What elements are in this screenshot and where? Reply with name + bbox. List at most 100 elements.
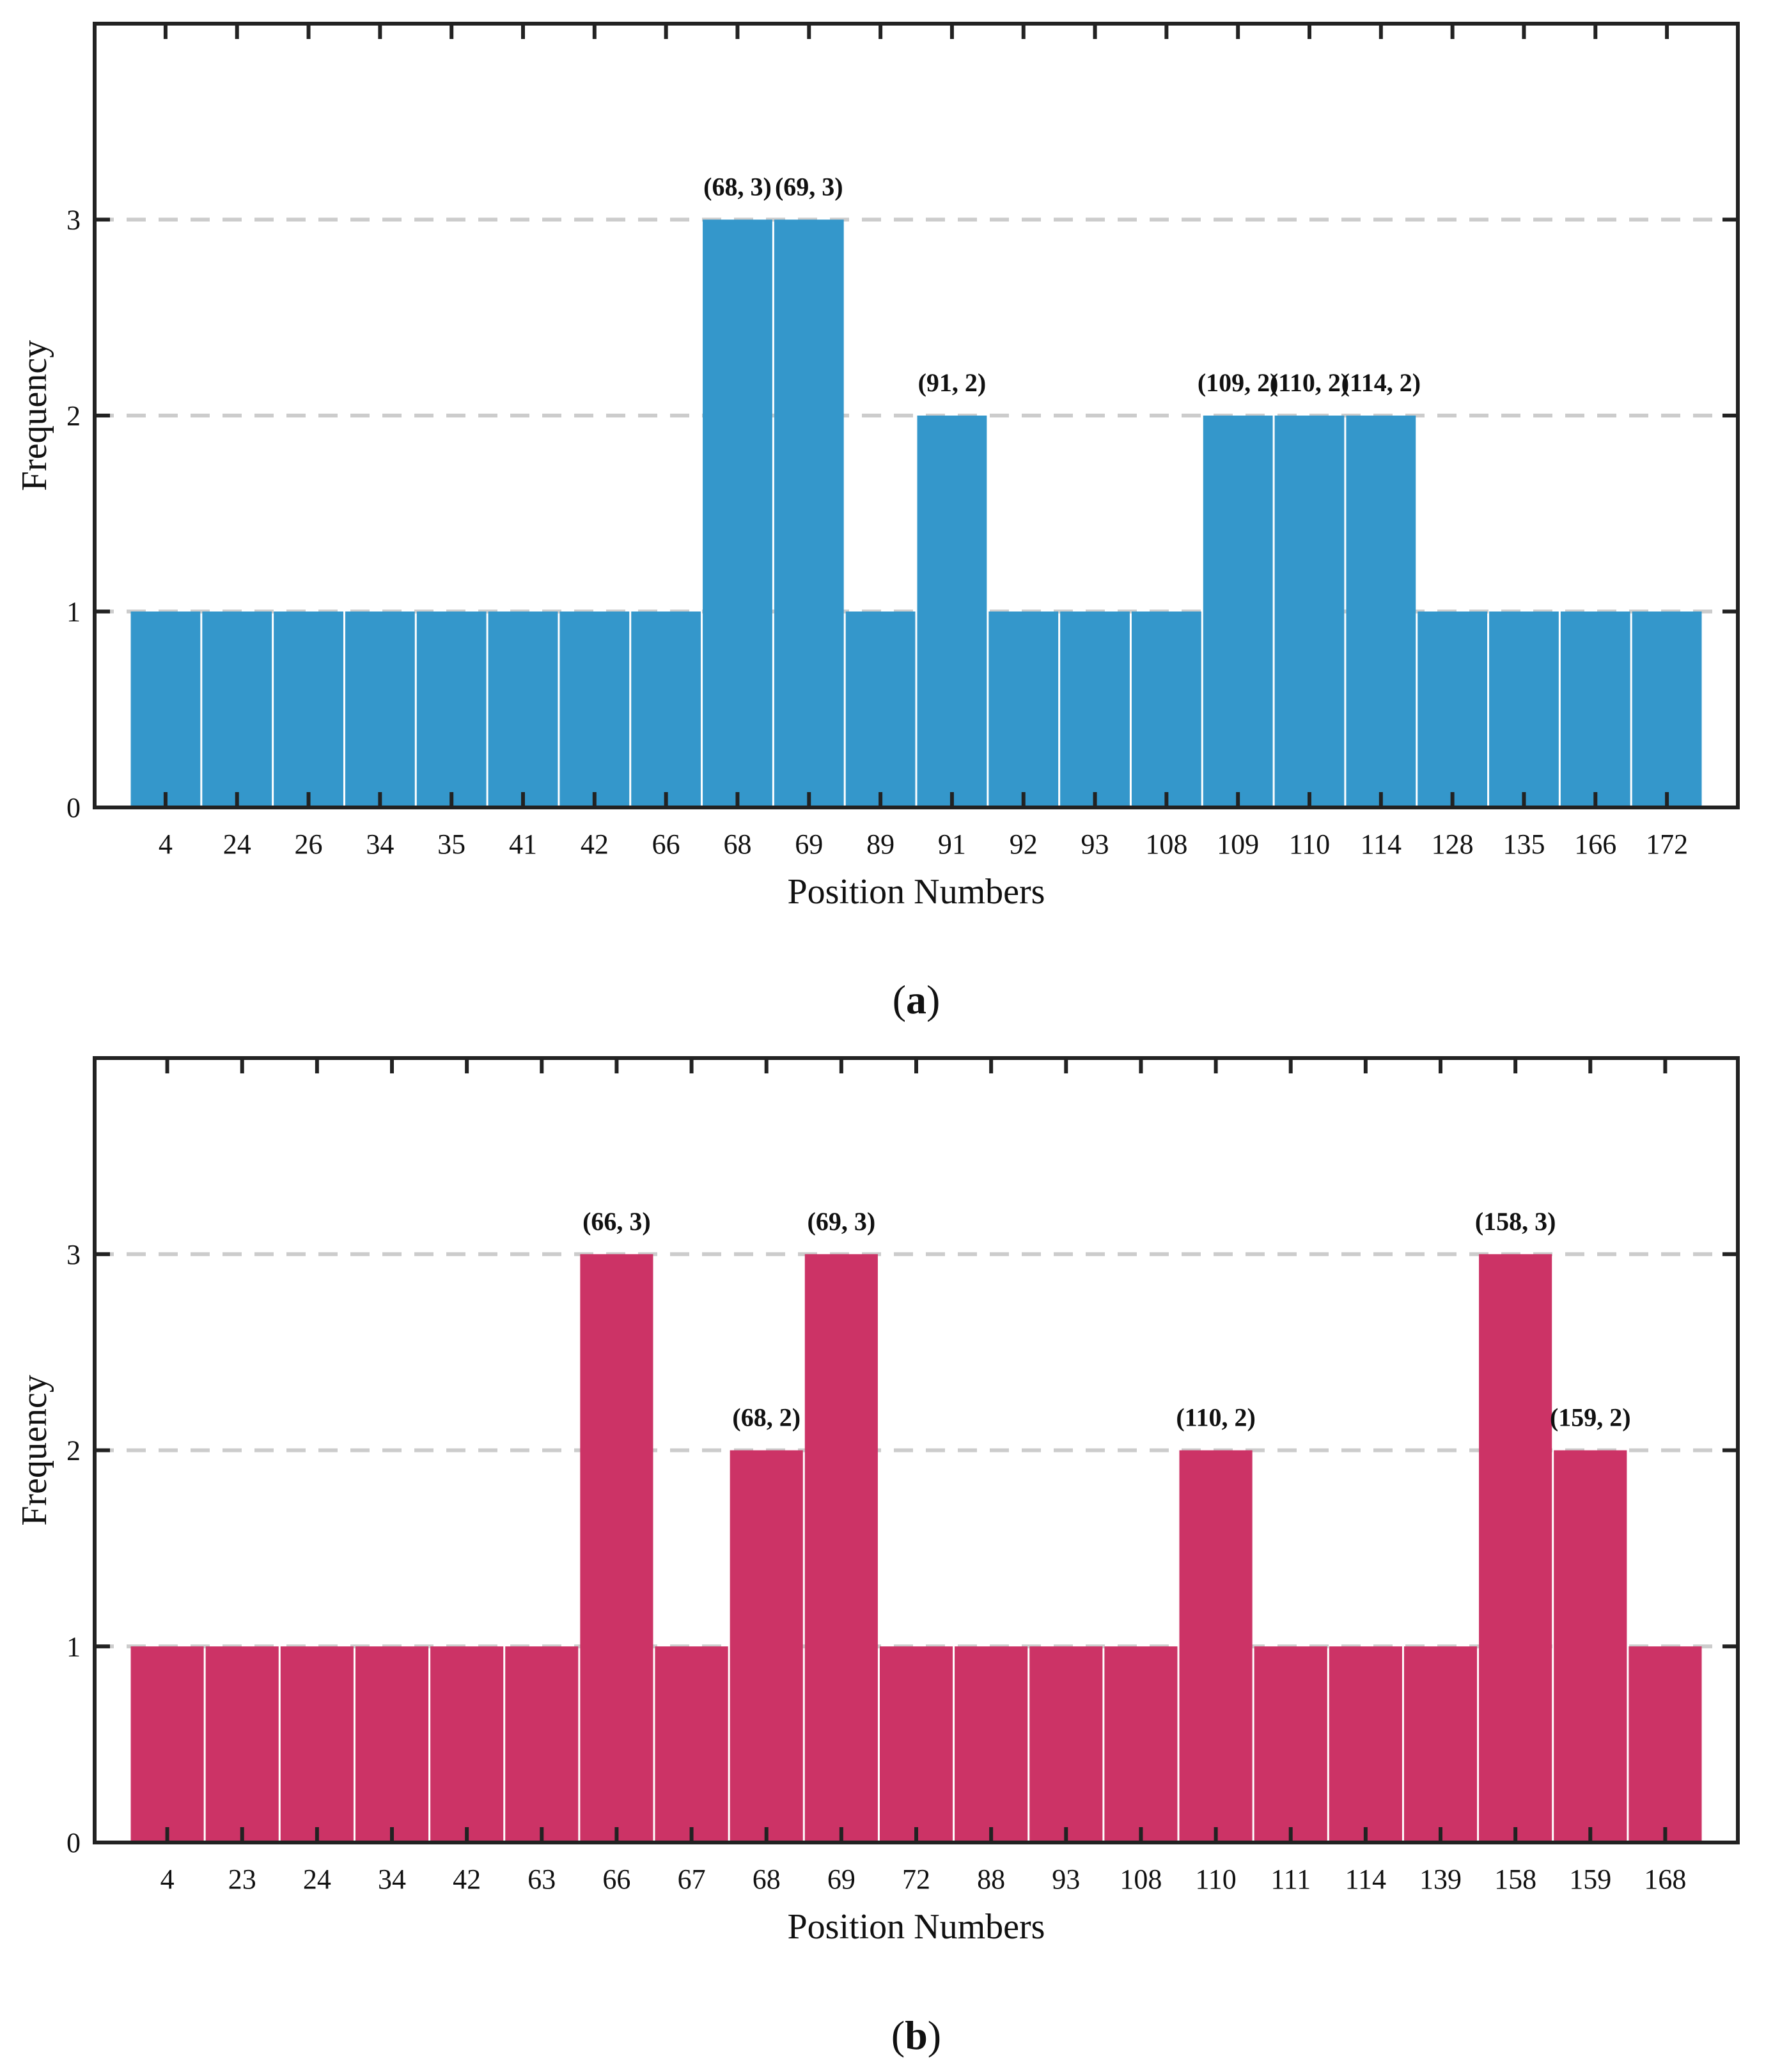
y-tick-label: 3 xyxy=(66,205,81,236)
bar xyxy=(1104,1646,1178,1842)
bar xyxy=(1131,611,1201,807)
x-axis-label: Position Numbers xyxy=(788,1907,1045,1947)
x-tick-label: 69 xyxy=(827,1864,855,1895)
x-tick-label: 159 xyxy=(1569,1864,1611,1895)
x-tick-label: 89 xyxy=(866,829,894,860)
x-tick-label: 108 xyxy=(1120,1864,1162,1895)
data-label: (110, 2) xyxy=(1270,368,1349,397)
y-tick-label: 2 xyxy=(66,1435,81,1467)
bar xyxy=(130,611,201,807)
x-tick-label: 168 xyxy=(1644,1864,1686,1895)
x-tick-label: 110 xyxy=(1195,1864,1236,1895)
bar xyxy=(1329,1646,1402,1842)
bar xyxy=(202,611,272,807)
x-tick-label: 93 xyxy=(1081,829,1109,860)
x-tick-label: 63 xyxy=(527,1864,556,1895)
bar xyxy=(703,219,772,807)
x-tick-label: 23 xyxy=(228,1864,256,1895)
caption-letter: b xyxy=(905,2013,928,2058)
data-label: (114, 2) xyxy=(1341,368,1421,397)
bar xyxy=(1346,416,1416,807)
bar xyxy=(1203,416,1273,807)
bar xyxy=(955,1646,1028,1842)
x-tick-label: 111 xyxy=(1270,1864,1311,1895)
bar xyxy=(1060,611,1130,807)
bar xyxy=(1489,611,1559,807)
caption-open: ( xyxy=(891,2013,905,2058)
x-tick-label: 72 xyxy=(902,1864,930,1895)
x-tick-label: 92 xyxy=(1010,829,1038,860)
bar xyxy=(879,1646,953,1842)
bar xyxy=(559,611,630,807)
bar xyxy=(1560,611,1630,807)
bar xyxy=(505,1646,579,1842)
x-axis-label: Position Numbers xyxy=(788,872,1045,912)
bar xyxy=(355,1646,429,1842)
data-label: (68, 3) xyxy=(703,173,772,201)
bar xyxy=(345,611,415,807)
x-tick-label: 69 xyxy=(795,829,823,860)
bar xyxy=(1029,1646,1103,1842)
bar xyxy=(1418,611,1488,807)
x-tick-label: 4 xyxy=(159,829,173,860)
x-tick-label: 172 xyxy=(1646,829,1688,860)
bar xyxy=(988,611,1059,807)
bar xyxy=(1274,416,1345,807)
x-tick-label: 135 xyxy=(1503,829,1545,860)
bar xyxy=(130,1646,204,1842)
caption-open: ( xyxy=(893,977,906,1022)
bar xyxy=(1403,1646,1478,1842)
y-tick-label: 1 xyxy=(66,1631,81,1662)
y-tick-label: 1 xyxy=(66,596,81,628)
x-tick-label: 109 xyxy=(1217,829,1259,860)
x-tick-label: 34 xyxy=(378,1864,406,1895)
x-tick-label: 24 xyxy=(303,1864,331,1895)
bar xyxy=(631,611,701,807)
x-tick-label: 128 xyxy=(1432,829,1474,860)
data-label: (69, 3) xyxy=(808,1207,876,1236)
caption-close: ) xyxy=(928,2013,941,2058)
x-tick-label: 26 xyxy=(295,829,323,860)
x-tick-label: 68 xyxy=(723,829,751,860)
bar xyxy=(845,611,916,807)
bar xyxy=(580,1254,653,1842)
x-tick-label: 42 xyxy=(581,829,609,860)
bar xyxy=(1254,1646,1327,1842)
y-tick-label: 2 xyxy=(66,400,81,432)
bar xyxy=(774,219,844,807)
x-tick-label: 158 xyxy=(1494,1864,1536,1895)
bar xyxy=(274,611,343,807)
x-tick-label: 68 xyxy=(753,1864,781,1895)
x-tick-label: 139 xyxy=(1419,1864,1462,1895)
data-label: (109, 2) xyxy=(1198,368,1279,397)
bar xyxy=(1632,611,1702,807)
y-tick-label: 0 xyxy=(66,1827,81,1858)
bar xyxy=(917,416,987,807)
chart-panel-b: 4 23 24 34 42 63 66 67 68 69 72 88 93 108 110 111 114 139… xyxy=(15,1056,1740,2058)
data-label: (91, 2) xyxy=(918,368,987,397)
x-tick-label: 66 xyxy=(652,829,680,860)
bar xyxy=(730,1450,803,1842)
x-tick-label: 110 xyxy=(1289,829,1330,860)
x-tick-label: 93 xyxy=(1052,1864,1080,1895)
bar xyxy=(804,1254,878,1842)
bar xyxy=(1629,1646,1702,1842)
x-tick-label: 88 xyxy=(977,1864,1005,1895)
chart-panel-a: 4 24 26 34 35 41 42 66 68 69 89 91 92 93 108 109 110 114 1… xyxy=(15,22,1740,1022)
data-label: (159, 2) xyxy=(1550,1403,1631,1432)
y-tick-label: 0 xyxy=(66,792,81,823)
bar xyxy=(416,611,487,807)
y-axis-label: Frequency xyxy=(15,1375,54,1525)
bar xyxy=(1554,1450,1627,1842)
x-tick-label: 166 xyxy=(1574,829,1616,860)
y-tick-label: 3 xyxy=(66,1239,81,1270)
x-tick-label: 34 xyxy=(366,829,394,860)
data-label: (66, 3) xyxy=(582,1207,651,1236)
x-tick-label: 108 xyxy=(1145,829,1187,860)
bar xyxy=(205,1646,279,1842)
caption-letter: a xyxy=(906,977,926,1022)
bar xyxy=(280,1646,354,1842)
x-tick-label: 41 xyxy=(509,829,537,860)
x-tick-label: 66 xyxy=(602,1864,630,1895)
